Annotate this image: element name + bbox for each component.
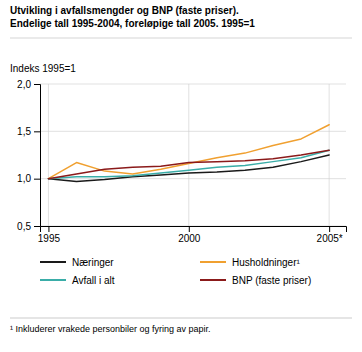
x-tick-label: 1995 [38, 233, 61, 244]
grid-line-y [40, 178, 346, 179]
legend-item: Næringer [40, 257, 114, 268]
legend-swatch [40, 261, 66, 263]
x-tick-label: 2005* [317, 233, 343, 244]
legend-label: Næringer [72, 257, 114, 268]
legend-swatch [200, 261, 226, 263]
y-tick-label: 0,5 [17, 221, 31, 232]
grid-line-x [188, 84, 189, 226]
y-axis: 0,5 1,0 1,5 2,0 [17, 79, 40, 232]
x-tick: 2005* [317, 226, 343, 244]
x-axis-line [41, 227, 347, 233]
subtitle: Endelige tall 1995-2004, foreløpige tall… [10, 18, 255, 29]
y-tick: 1,0 [17, 173, 40, 184]
chart: Utvikling i avfallsmengder og BNP (faste… [0, 0, 362, 352]
series-line [48, 155, 329, 182]
y-tick: 0,5 [17, 221, 40, 232]
y-tick-mark [34, 226, 40, 227]
y-axis-line [34, 85, 41, 227]
x-tick-label: 2000 [178, 233, 201, 244]
legend-swatch [200, 279, 226, 281]
footnote: ¹ Inkluderer vrakede personbiler og fyri… [10, 324, 211, 334]
x-tick: 1995 [38, 226, 61, 244]
grid [40, 84, 346, 226]
y-tick-mark [34, 179, 40, 180]
x-tick-mark [189, 226, 190, 232]
y-tick-label: 2,0 [17, 79, 31, 90]
legend-label: Avfall i alt [72, 275, 115, 286]
y-tick-label: 1,0 [17, 173, 31, 184]
grid-line-y [40, 131, 346, 132]
lines [48, 125, 329, 182]
series-line [48, 150, 329, 178]
legend-label: Husholdninger¹ [232, 257, 300, 268]
x-tick-mark [48, 226, 49, 232]
x-tick-mark [329, 226, 330, 232]
x-tick: 2000 [178, 226, 201, 244]
series-line [48, 150, 329, 178]
y-tick: 1,5 [17, 126, 40, 137]
y-axis-title: Indeks 1995=1 [10, 63, 76, 74]
separator [10, 318, 352, 319]
x-axis: 1995 2000 2005* [38, 226, 347, 244]
legend-item: Husholdninger¹ [200, 257, 300, 268]
grid-line-x [48, 84, 49, 226]
y-tick-label: 1,5 [17, 126, 31, 137]
legend-item: Avfall i alt [40, 275, 115, 286]
series-line [48, 125, 329, 179]
plot: 1995 2000 2005* 0,5 1,0 1,5 2,0 [17, 79, 346, 244]
legend-label: BNP (faste priser) [232, 275, 311, 286]
y-tick-mark [34, 84, 40, 85]
y-tick-mark [34, 131, 40, 132]
y-tick: 2,0 [17, 79, 40, 90]
title: Utvikling i avfallsmengder og BNP (faste… [10, 5, 239, 16]
grid-line-y [40, 84, 346, 85]
legend-swatch [40, 279, 66, 281]
legend-item: BNP (faste priser) [200, 275, 311, 286]
legend: Næringer Husholdninger¹ Avfall i alt BNP (f… [40, 257, 311, 286]
separator [10, 38, 352, 39]
